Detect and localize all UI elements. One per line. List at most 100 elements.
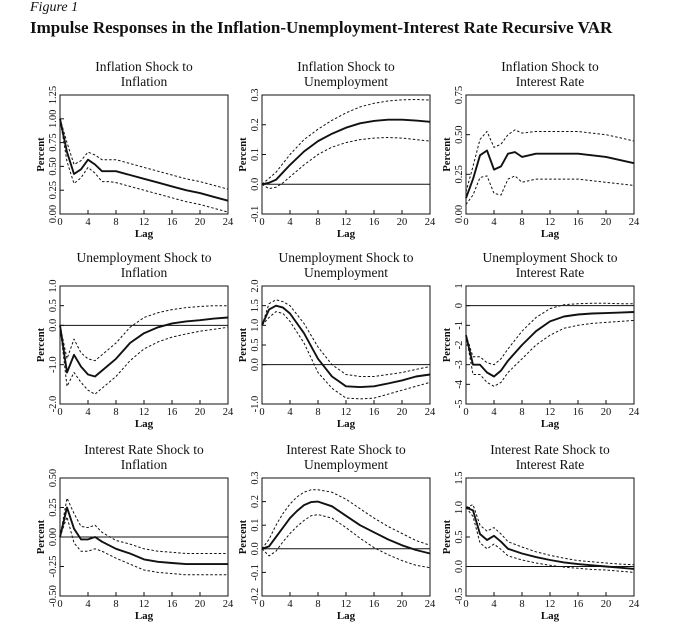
- y-tick-label: 0.50: [48, 157, 59, 175]
- y-tick-label: -1.0: [48, 356, 59, 373]
- x-tick-label: 20: [397, 407, 408, 418]
- lower-confidence-band: [59, 325, 229, 395]
- y-tick-label: -3: [454, 360, 465, 369]
- y-tick-label: -1.0: [250, 396, 261, 413]
- panel-title-line: Inflation Shock to: [95, 59, 193, 74]
- impulse-response-line: [261, 500, 431, 555]
- y-tick-label: 0.2: [250, 118, 261, 131]
- x-tick-label: 16: [369, 407, 380, 418]
- lower-confidence-band: [59, 118, 229, 213]
- y-tick-label: 0.50: [454, 125, 465, 143]
- upper-confidence-band: [261, 99, 431, 185]
- x-tick-label: 8: [113, 599, 118, 610]
- x-tick-label: 20: [601, 217, 612, 228]
- y-tick-label: 0.3: [250, 471, 261, 484]
- x-tick-label: 12: [139, 407, 150, 418]
- x-tick-label: 16: [369, 217, 380, 228]
- x-tick-label: 8: [519, 599, 524, 610]
- panel-title-line: Interest Rate Shock to: [84, 442, 204, 457]
- upper-confidence-band: [465, 302, 634, 366]
- y-tick-label: 0.00: [48, 205, 59, 223]
- x-tick-label: 0: [463, 407, 468, 418]
- x-tick-label: 24: [629, 599, 640, 610]
- y-tick-label: 0.0: [250, 542, 261, 555]
- y-tick-label: -0.2: [250, 588, 261, 605]
- figure-title: Impulse Responses in the Inflation-Unemp…: [30, 18, 613, 37]
- y-tick-label: 1.0: [250, 319, 261, 332]
- lower-confidence-band: [465, 507, 635, 573]
- x-tick-label: 16: [573, 217, 584, 228]
- panel-title-line: Inflation: [121, 265, 168, 280]
- plot-frame: [261, 94, 431, 215]
- y-tick-label: 0.0: [250, 358, 261, 371]
- panel-title-line: Inflation: [121, 74, 168, 89]
- y-tick-label: 1.25: [48, 86, 59, 104]
- upper-confidence-band: [465, 504, 635, 566]
- x-tick-label: 20: [195, 217, 206, 228]
- upper-confidence-band: [261, 489, 431, 550]
- impulse-response-line: [59, 506, 228, 566]
- y-tick-label: -0.1: [250, 564, 261, 581]
- x-tick-label: 12: [545, 407, 556, 418]
- x-tick-label: 12: [139, 599, 150, 610]
- y-tick-label: -0.5: [454, 588, 465, 605]
- x-tick-label: 12: [341, 217, 352, 228]
- y-axis-label: Percent: [442, 137, 453, 172]
- y-tick-label: 0.3: [250, 88, 261, 101]
- x-tick-label: 20: [397, 599, 408, 610]
- x-tick-label: 0: [463, 599, 468, 610]
- y-axis-label: Percent: [442, 519, 453, 554]
- y-tick-label: 0.2: [250, 495, 261, 508]
- x-tick-label: 0: [57, 407, 62, 418]
- lower-confidence-band: [261, 514, 431, 569]
- y-tick-label: 0.00: [48, 528, 59, 546]
- x-tick-label: 20: [601, 599, 612, 610]
- x-tick-label: 16: [167, 217, 178, 228]
- y-tick-label: 0.5: [454, 530, 465, 543]
- x-tick-label: 16: [369, 599, 380, 610]
- y-tick-label: -0.25: [48, 556, 59, 578]
- x-tick-label: 24: [629, 217, 640, 228]
- x-axis-label: Lag: [337, 418, 356, 430]
- panel-title-line: Interest Rate Shock to: [490, 442, 610, 457]
- y-axis-label: Percent: [238, 519, 249, 554]
- upper-confidence-band: [59, 497, 228, 554]
- y-tick-label: 0.5: [250, 338, 261, 351]
- impulse-response-line: [261, 304, 431, 389]
- panel-title-line: Unemployment: [304, 74, 388, 89]
- x-axis-label: Lag: [541, 228, 560, 240]
- panel-title-line: Unemployment: [304, 457, 388, 472]
- y-tick-label: 0.25: [48, 498, 59, 516]
- y-tick-label: 1.5: [454, 471, 465, 484]
- y-tick-label: 0.25: [454, 165, 465, 183]
- y-tick-label: -1: [454, 321, 465, 330]
- x-tick-label: 4: [491, 217, 497, 228]
- x-tick-label: 8: [315, 407, 320, 418]
- x-tick-label: 12: [139, 217, 150, 228]
- upper-confidence-band: [59, 305, 228, 362]
- impulse-response-line: [261, 118, 431, 186]
- y-tick-label: 0.5: [48, 299, 59, 312]
- panel-title-line: Interest Rate: [516, 265, 585, 280]
- x-tick-label: 0: [57, 217, 62, 228]
- x-tick-label: 4: [287, 599, 293, 610]
- lower-confidence-band: [465, 319, 635, 387]
- panel-title-line: Interest Rate: [516, 457, 585, 472]
- y-tick-label: 0.75: [454, 86, 465, 104]
- x-axis-label: Lag: [337, 610, 356, 622]
- x-tick-label: 4: [85, 407, 91, 418]
- panel-title-line: Inflation Shock to: [501, 59, 599, 74]
- y-axis-label: Percent: [36, 519, 47, 554]
- y-tick-label: -0.1: [250, 206, 261, 223]
- x-tick-label: 16: [167, 407, 178, 418]
- y-axis-label: Percent: [238, 327, 249, 362]
- y-axis-label: Percent: [238, 137, 249, 172]
- impulse-response-line: [59, 316, 229, 378]
- impulse-response-line: [465, 506, 635, 570]
- x-tick-label: 8: [315, 217, 320, 228]
